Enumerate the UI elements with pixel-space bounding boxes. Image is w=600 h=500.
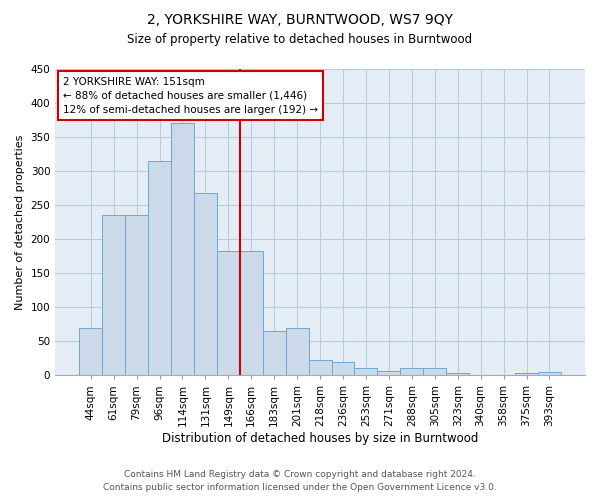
Text: 2 YORKSHIRE WAY: 151sqm
← 88% of detached houses are smaller (1,446)
12% of semi: 2 YORKSHIRE WAY: 151sqm ← 88% of detache… [63, 76, 318, 114]
Bar [308, 360, 332, 376]
Bar [217, 250, 240, 376]
Bar [332, 362, 355, 376]
Text: Contains HM Land Registry data © Crown copyright and database right 2024.
Contai: Contains HM Land Registry data © Crown c… [103, 470, 497, 492]
Bar [102, 216, 125, 376]
Bar [286, 328, 308, 376]
Bar [263, 331, 286, 376]
Bar [148, 161, 171, 376]
Bar [240, 250, 263, 376]
Bar [400, 368, 423, 376]
X-axis label: Distribution of detached houses by size in Burntwood: Distribution of detached houses by size … [162, 432, 478, 445]
Text: 2, YORKSHIRE WAY, BURNTWOOD, WS7 9QY: 2, YORKSHIRE WAY, BURNTWOOD, WS7 9QY [147, 12, 453, 26]
Bar [538, 372, 561, 376]
Bar [79, 328, 102, 376]
Text: Size of property relative to detached houses in Burntwood: Size of property relative to detached ho… [127, 32, 473, 46]
Bar [194, 193, 217, 376]
Bar [423, 368, 446, 376]
Bar [377, 370, 400, 376]
Bar [515, 372, 538, 376]
Bar [355, 368, 377, 376]
Y-axis label: Number of detached properties: Number of detached properties [15, 134, 25, 310]
Bar [125, 216, 148, 376]
Bar [171, 124, 194, 376]
Bar [446, 372, 469, 376]
